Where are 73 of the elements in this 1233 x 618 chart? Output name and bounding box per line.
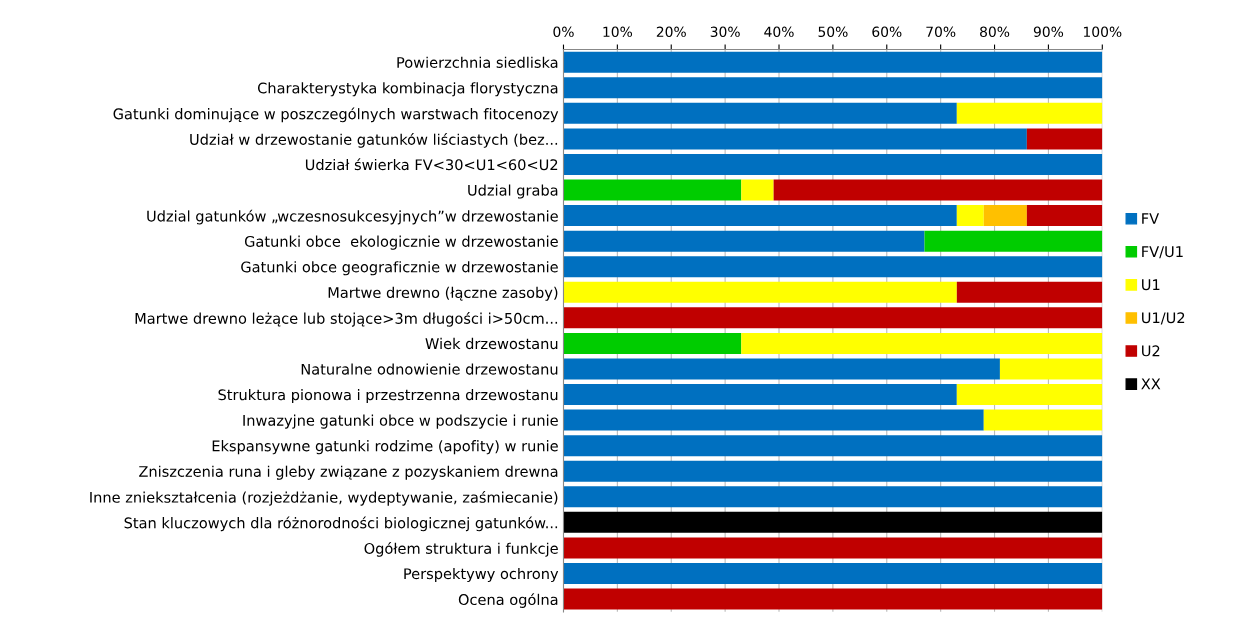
bar bbox=[741, 179, 774, 201]
bar bbox=[563, 435, 1103, 457]
y-tick-label: Udzial gatunków „wczesnosukcesyjnych”w drzewostanie bbox=[147, 209, 558, 225]
y-tick-label: Zniszczenia runa i gleby związane z pozyskaniem drewna bbox=[139, 465, 558, 480]
y-tick-label: Udział w drzewostanie gatunków liściastych (bez... bbox=[190, 133, 558, 148]
bar bbox=[563, 128, 1027, 150]
bar bbox=[956, 205, 984, 227]
bar bbox=[563, 358, 1000, 380]
x-tick-label: 40% bbox=[764, 26, 794, 38]
bar bbox=[563, 102, 957, 124]
y-tick-label: Struktura pionowa i przestrzenna drzewostanu bbox=[218, 389, 558, 404]
bar bbox=[563, 256, 1103, 278]
bar bbox=[956, 102, 1103, 124]
bar bbox=[1026, 128, 1103, 150]
y-tick-label: Inwazyjne gatunki obce w podszycie i runie bbox=[243, 414, 558, 429]
y-tick-label: Stan kluczowych dla różnorodności biologicznej gatunków... bbox=[124, 516, 558, 532]
bar bbox=[563, 460, 1103, 482]
x-tick-label: 0% bbox=[553, 26, 574, 38]
y-tick-label: Perspektywy ochrony bbox=[404, 567, 559, 583]
y-tick-label: Ekspansywne gatunki rodzime (apofity) w runie bbox=[212, 440, 558, 455]
x-tick-label: 90% bbox=[1033, 26, 1064, 38]
bar bbox=[563, 511, 1103, 533]
y-tick-label: Ocena ogólna bbox=[458, 593, 558, 608]
bar bbox=[956, 281, 1103, 303]
bar bbox=[563, 588, 1103, 610]
x-tick-label: 80% bbox=[980, 26, 1010, 38]
y-tick-label: Udział świerka FV<30<U1<60<U2 bbox=[305, 158, 558, 171]
y-tick-label: Naturalne odnowienie drzewostanu bbox=[301, 363, 558, 375]
legend-label: XX bbox=[1141, 378, 1161, 390]
y-tick-label: Powierzchnia siedliska bbox=[397, 56, 558, 68]
bar bbox=[999, 358, 1103, 380]
legend-label: U1/U2 bbox=[1142, 312, 1185, 325]
bar bbox=[563, 537, 1103, 559]
bar bbox=[563, 205, 957, 227]
bar bbox=[563, 486, 1103, 508]
x-tick-label: 30% bbox=[710, 26, 740, 38]
bar bbox=[563, 409, 984, 431]
bar bbox=[563, 77, 1103, 99]
y-tick-label: Gatunki obce ekologicznie w drzewostanie bbox=[244, 235, 558, 250]
legend-label: U2 bbox=[1142, 345, 1160, 357]
y-tick-label: Inne zniekształcenia (rozjeżdżanie, wydeptywanie, zaśmiecanie) bbox=[90, 490, 558, 506]
bar bbox=[563, 281, 957, 303]
legend-label: FV bbox=[1142, 213, 1160, 224]
bar bbox=[563, 230, 925, 252]
bar bbox=[563, 179, 742, 201]
legend-label: U1 bbox=[1142, 279, 1160, 291]
bar bbox=[563, 563, 1103, 584]
y-tick-label: Charakterystyka kombinacja florystyczna bbox=[257, 82, 558, 97]
bar bbox=[563, 153, 1103, 175]
y-tick-label: Udzial graba bbox=[468, 184, 558, 199]
x-tick-label: 20% bbox=[656, 26, 686, 38]
bar bbox=[924, 230, 1103, 252]
bar bbox=[563, 332, 742, 354]
y-tick-label: Gatunki dominujące w poszczególnych warstwach fitocenozy bbox=[113, 107, 559, 123]
bar bbox=[983, 205, 1027, 227]
bar bbox=[1026, 205, 1103, 227]
y-tick-label: Wiek drzewostanu bbox=[425, 337, 558, 350]
y-tick-label: Gatunki obce geograficznie w drzewostanie bbox=[241, 261, 558, 276]
x-tick-label: 70% bbox=[926, 26, 956, 38]
x-tick-label: 60% bbox=[872, 26, 902, 38]
bar bbox=[563, 307, 1103, 329]
x-tick-label: 100% bbox=[1083, 26, 1122, 38]
y-tick-label: Ogółem struktura i funkcje bbox=[364, 542, 558, 557]
bar bbox=[563, 384, 957, 406]
y-tick-label: Martwe drewno leżące lub stojące>3m długości i>50cm... bbox=[135, 312, 558, 327]
bar bbox=[773, 179, 1103, 201]
legend-label: FV/U1 bbox=[1142, 246, 1183, 259]
y-tick-label: Martwe drewno (łączne zasoby) bbox=[328, 286, 558, 301]
x-tick-label: 50% bbox=[818, 26, 848, 38]
x-tick-label: 10% bbox=[603, 26, 633, 38]
bar bbox=[741, 332, 1103, 354]
bar bbox=[956, 384, 1103, 406]
bar bbox=[983, 409, 1103, 431]
